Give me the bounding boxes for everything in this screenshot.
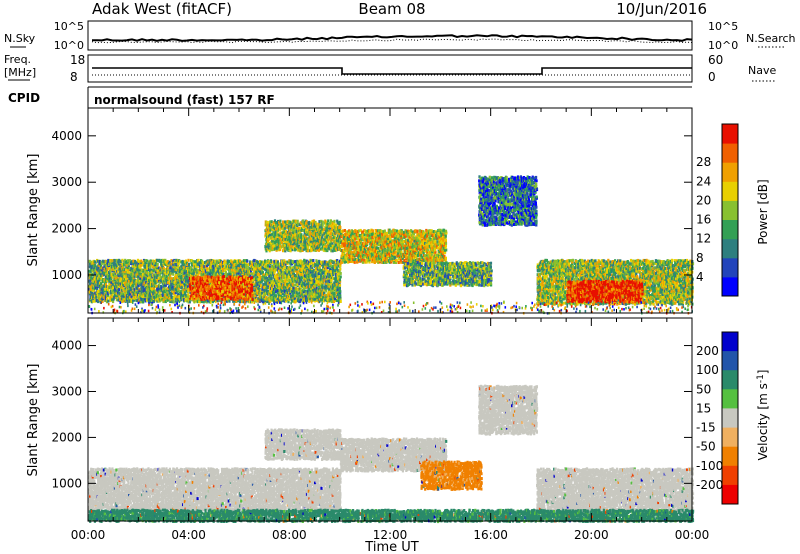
power-cell — [97, 284, 99, 287]
power-cell — [279, 245, 281, 248]
power-cell — [223, 275, 225, 278]
power-cell — [270, 277, 272, 280]
power-cell — [275, 294, 277, 297]
power-cell — [188, 263, 190, 266]
power-cell — [187, 259, 189, 262]
beam-title: Beam 08 — [358, 0, 425, 18]
power-cell — [292, 260, 294, 263]
power-cell — [292, 294, 294, 297]
power-cell — [221, 290, 223, 293]
power-cell — [339, 294, 341, 297]
power-cell — [172, 273, 174, 276]
power-cell — [203, 276, 205, 279]
power-cell — [251, 284, 253, 287]
freq-tick-bottom: 8 — [70, 70, 78, 84]
sky-panel-frame — [88, 21, 692, 50]
nave-tick-bottom: 0 — [708, 70, 716, 84]
power-cell — [303, 259, 305, 262]
power-cell — [173, 301, 175, 304]
power-cell — [224, 278, 226, 281]
power-cell — [293, 266, 295, 269]
power-cell — [340, 300, 342, 303]
freq-trace — [92, 68, 692, 74]
sky-right-tick-bottom: 10^0 — [708, 39, 738, 52]
power-cell — [279, 220, 281, 223]
power-cell — [121, 259, 123, 262]
sky-left-tick-top: 10^5 — [54, 20, 84, 33]
power-cell — [246, 260, 248, 263]
power-cell — [252, 279, 254, 282]
power-cell — [308, 300, 310, 303]
power-cell — [274, 288, 276, 291]
power-cell — [251, 290, 253, 293]
power-cell — [267, 264, 269, 267]
sky-left-label: N.Sky — [4, 32, 36, 45]
power-cell — [277, 261, 279, 264]
nave-label: Nave — [748, 64, 776, 77]
date-title: 10/Jun/2016 — [616, 0, 707, 18]
power-cell — [209, 293, 211, 296]
power-cell — [107, 300, 109, 303]
sky-right-label: N.Search — [746, 32, 796, 45]
power-heatmap — [88, 175, 694, 314]
sky-right-tick-top: 10^5 — [708, 20, 738, 33]
power-cell — [106, 268, 108, 271]
power-cell — [284, 266, 286, 269]
power-cell — [340, 275, 342, 278]
power-cell — [318, 283, 320, 286]
power-cell — [204, 295, 206, 298]
cpid-label: CPID — [8, 91, 40, 105]
power-cell — [325, 290, 327, 293]
power-cell — [265, 277, 267, 280]
power-cell — [257, 261, 259, 264]
power-cell — [339, 287, 341, 290]
power-cell — [312, 259, 314, 262]
power-cell — [100, 282, 102, 285]
power-cell — [339, 284, 341, 287]
power-cell — [284, 294, 286, 297]
station-title: Adak West (fitACF) — [92, 0, 232, 18]
power-cell — [251, 287, 253, 290]
power-cell — [339, 278, 341, 281]
power-cell — [180, 275, 182, 278]
power-cell — [339, 290, 341, 293]
power-cell — [251, 298, 253, 301]
power-cell — [271, 220, 273, 223]
nave-tick-top: 60 — [708, 53, 723, 67]
cpid-text: normalsound (fast) 157 RF — [94, 93, 275, 107]
power-cell — [95, 296, 97, 299]
sky-left-tick-bottom: 10^0 — [54, 39, 84, 52]
power-cell — [320, 269, 322, 272]
freq-tick-top: 18 — [70, 53, 85, 67]
power-cell — [251, 276, 253, 279]
power-cell — [89, 260, 91, 263]
power-cell — [293, 284, 295, 287]
power-cell — [340, 272, 342, 275]
power-cell — [189, 300, 191, 303]
power-cell — [333, 292, 335, 295]
power-cell — [339, 268, 341, 271]
power-cell — [157, 263, 159, 266]
freq-label-unit: [MHz] — [4, 66, 36, 79]
power-cell — [94, 264, 96, 267]
freq-label-top: Freq. — [4, 53, 31, 66]
power-cell — [297, 220, 299, 223]
power-cell — [92, 300, 94, 303]
power-cell — [273, 260, 275, 263]
